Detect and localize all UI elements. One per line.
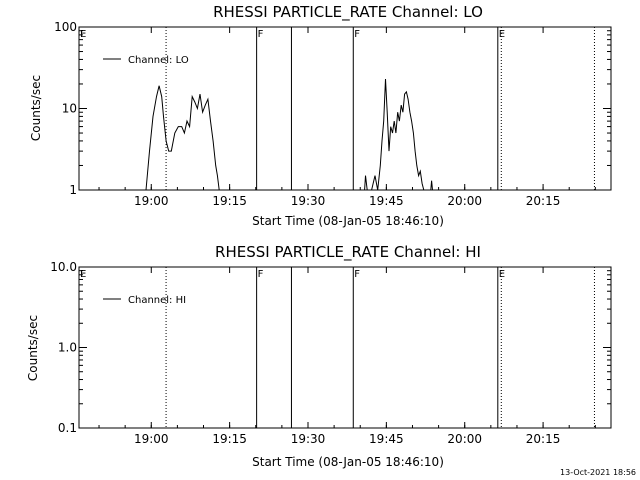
y-axis-ticks: 1 10 100 [54, 20, 611, 197]
x-axis-label: Start Time (08-Jan-05 18:46:10) [252, 214, 444, 228]
flag-marker-label: F [354, 269, 360, 280]
flag-marker-label: F [354, 29, 360, 40]
chart-title: RHESSI PARTICLE_RATE Channel: LO [213, 3, 483, 22]
flag-marker-label: E [80, 29, 86, 40]
series-line [364, 175, 368, 191]
footer-timestamp: 13-Oct-2021 18:56 [560, 468, 636, 477]
plot-frame [78, 266, 612, 429]
x-tick-label: 20:00 [447, 194, 482, 208]
x-tick-label: 19:15 [212, 194, 247, 208]
x-tick-label: 19:30 [291, 432, 326, 446]
panel-hi-channel: RHESSI PARTICLE_RATE Channel: HI E F F E 19… [26, 243, 612, 469]
x-tick-label: 19:00 [134, 432, 169, 446]
chart-title: RHESSI PARTICLE_RATE Channel: HI [215, 243, 481, 262]
series-line [430, 180, 433, 191]
x-tick-label: 19:30 [291, 194, 326, 208]
panel-lo-channel: RHESSI PARTICLE_RATE Channel: LO E F F E 19… [29, 3, 612, 228]
legend-label: Channel: HI [128, 295, 186, 306]
y-axis-label: Counts/sec [29, 75, 43, 141]
series-line [371, 78, 425, 191]
x-axis-label: Start Time (08-Jan-05 18:46:10) [252, 455, 444, 469]
y-axis-label: Counts/sec [26, 315, 40, 381]
y-axis-ticks: 0.1 1.0 10.0 [50, 260, 611, 435]
plot-frame [78, 26, 612, 191]
flag-marker-label: F [258, 269, 264, 280]
data-series [145, 78, 433, 191]
x-tick-label: 19:00 [134, 194, 169, 208]
x-axis-ticks: 19:00 19:15 19:30 19:45 20:00 20:15 [98, 267, 596, 446]
y-tick-label: 10 [62, 102, 77, 116]
flag-marker-label: F [258, 29, 264, 40]
y-tick-label: 10.0 [50, 260, 77, 274]
x-tick-label: 19:15 [212, 432, 247, 446]
y-tick-label: 100 [54, 20, 77, 34]
y-tick-label: 1.0 [58, 341, 77, 355]
flag-marker-label: E [499, 29, 505, 40]
x-axis-ticks: 19:00 19:15 19:30 19:45 20:00 20:15 [98, 27, 596, 208]
series-line [145, 85, 220, 191]
x-tick-label: 20:00 [447, 432, 482, 446]
x-tick-label: 20:15 [526, 432, 561, 446]
legend-label: Channel: LO [128, 55, 189, 66]
flag-marker-label: E [80, 269, 86, 280]
y-tick-label: 1 [69, 183, 77, 197]
y-tick-label: 0.1 [58, 421, 77, 435]
x-tick-label: 20:15 [526, 194, 561, 208]
x-tick-label: 19:45 [369, 194, 404, 208]
x-tick-label: 19:45 [369, 432, 404, 446]
flag-marker-label: E [499, 269, 505, 280]
